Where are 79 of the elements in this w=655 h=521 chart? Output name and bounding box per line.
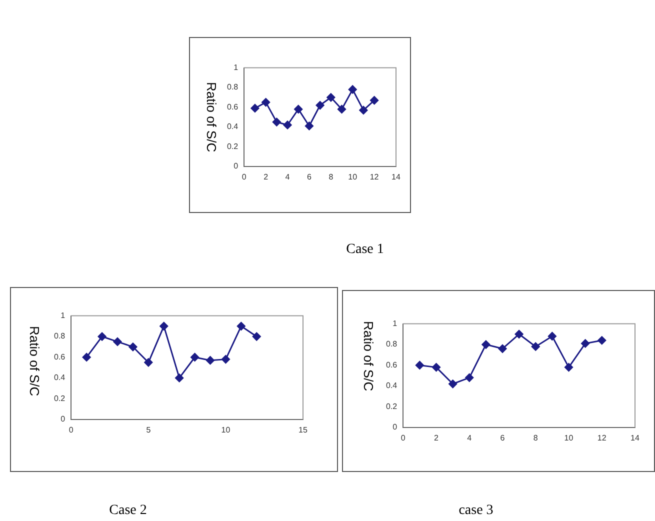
- point: [370, 96, 379, 105]
- point: [144, 358, 153, 367]
- y-tick-label: 0.4: [226, 122, 239, 132]
- point: [316, 101, 324, 110]
- point: [190, 352, 200, 362]
- x-tick-label: 0: [68, 425, 74, 434]
- text: case 3: [458, 503, 494, 519]
- y-tick-label: 0: [60, 414, 66, 424]
- y-tick-label: 0.2: [386, 402, 398, 411]
- text: Case 1: [346, 242, 384, 258]
- point: [564, 363, 573, 372]
- x-tick-label: 0: [242, 172, 247, 182]
- point: [294, 104, 303, 114]
- x-tick-label: 14: [630, 433, 640, 442]
- x-tick-label: 8: [533, 433, 538, 442]
- x-tick-label: 14: [392, 172, 401, 182]
- text: Case 2: [109, 503, 147, 519]
- point: [82, 352, 91, 362]
- y-tick-label: 0.4: [54, 373, 66, 382]
- x-tick-label: 6: [306, 172, 312, 182]
- y-tick-label: 1: [60, 311, 66, 320]
- point: [113, 337, 122, 346]
- x-tick-label: 2: [434, 433, 440, 442]
- x-tick-label: 4: [285, 172, 290, 182]
- point: [348, 85, 357, 94]
- y-tick-label: 0: [234, 162, 239, 171]
- x-tick-label: 10: [221, 425, 231, 434]
- point: [175, 374, 184, 382]
- x-tick-label: 10: [348, 172, 358, 182]
- point: [338, 104, 346, 114]
- x-tick-label: 8: [328, 172, 334, 182]
- y-tick-label: 0.6: [386, 360, 398, 370]
- x-tick-label: 4: [467, 433, 472, 442]
- point: [283, 120, 292, 130]
- point: [598, 336, 606, 345]
- y-tick-label: 1: [234, 63, 239, 72]
- y-tick-label: 1: [392, 319, 398, 328]
- y-tick-label: 0.6: [226, 102, 239, 112]
- x-tick-label: 5: [146, 425, 152, 434]
- point: [482, 340, 490, 349]
- point: [415, 360, 424, 370]
- point: [498, 344, 507, 353]
- point: [128, 342, 138, 352]
- x-tick-label: 12: [597, 433, 607, 442]
- x-tick-label: 2: [264, 172, 269, 182]
- point: [304, 122, 314, 130]
- y-axis-title: Ratio of S/C: [361, 321, 376, 392]
- y-tick-label: 0.8: [386, 340, 398, 349]
- x-tick-label: 12: [370, 172, 380, 182]
- point: [236, 322, 246, 330]
- point: [514, 330, 524, 338]
- point: [326, 93, 336, 102]
- point: [581, 339, 590, 348]
- point: [98, 332, 106, 341]
- y-tick-label: 0.4: [386, 381, 398, 390]
- y-tick-label: 0.8: [54, 332, 66, 341]
- point: [252, 332, 261, 341]
- point: [250, 104, 260, 112]
- y-tick-label: 0.6: [54, 352, 66, 362]
- point: [432, 363, 440, 372]
- point: [531, 342, 540, 351]
- y-axis-title: Ratio of S/C: [27, 326, 42, 396]
- point: [465, 373, 474, 382]
- point: [206, 356, 214, 365]
- x-tick-label: 6: [500, 433, 506, 442]
- point: [262, 98, 270, 107]
- x-tick-label: 10: [564, 433, 574, 442]
- point: [160, 322, 168, 330]
- point: [448, 380, 458, 388]
- y-tick-label: 0.8: [226, 82, 239, 92]
- point: [548, 332, 556, 340]
- y-tick-label: 0.2: [54, 394, 66, 403]
- y-axis-title: Ratio of S/C: [204, 82, 219, 152]
- y-tick-label: 0.2: [226, 142, 239, 151]
- point: [272, 118, 281, 126]
- point: [359, 106, 368, 114]
- x-tick-label: 15: [298, 425, 308, 434]
- x-tick-label: 0: [400, 433, 406, 442]
- point: [221, 355, 230, 364]
